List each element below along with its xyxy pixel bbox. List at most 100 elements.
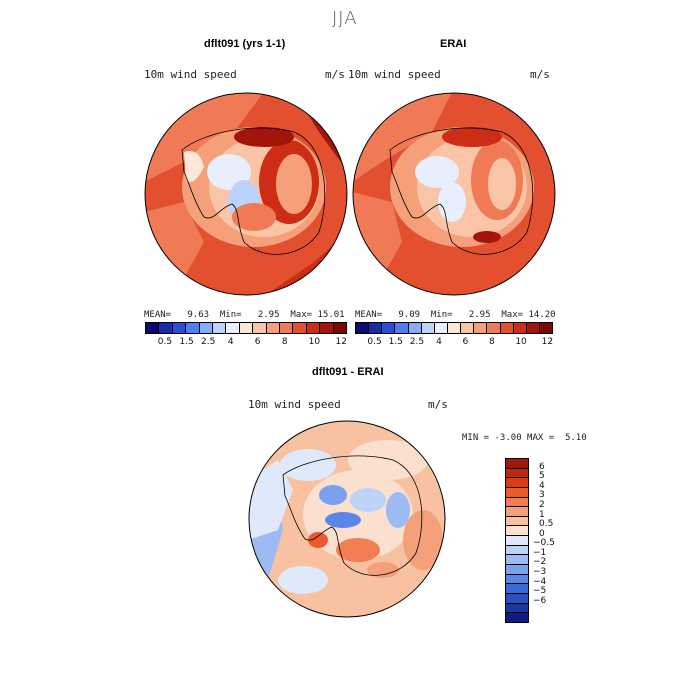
colorbar-tick-label: −2 — [533, 557, 547, 568]
colorbar-tick-label: 8 — [281, 337, 288, 347]
diff-min-label: MIN = — [462, 433, 490, 443]
right-stats: MEAN= 9.09 Min= 2.95 Max= 14.20 — [355, 310, 556, 320]
colorbar-tick-label: 4 — [227, 337, 234, 347]
colorbar-swatch — [506, 536, 528, 546]
colorbar-swatch — [382, 323, 396, 333]
colorbar-tick-label: 2.5 — [409, 337, 425, 347]
colorbar-tick-label: 1.5 — [179, 337, 194, 347]
left-mean-label: MEAN= — [144, 310, 172, 320]
right-mean-value: 9.09 — [398, 310, 421, 320]
left-var-label: 10m wind speed — [144, 68, 237, 81]
colorbar-swatch — [447, 323, 462, 333]
left-min-label: Min= — [219, 310, 242, 320]
colorbar-swatch — [280, 323, 294, 333]
colorbar-swatch — [434, 323, 448, 333]
colorbar-swatch — [506, 593, 528, 604]
colorbar-tick-label: 0.5 — [367, 337, 382, 347]
colorbar-swatch — [500, 323, 514, 333]
colorbar-swatch — [239, 323, 254, 333]
colorbar-tick-label: 3 — [539, 490, 545, 501]
colorbar-tick-label: −1 — [533, 547, 547, 558]
colorbar-tick-label: 5 — [539, 471, 545, 482]
colorbar-swatch — [306, 323, 321, 333]
colorbar-swatch — [159, 323, 173, 333]
right-mean-label: MEAN= — [355, 310, 383, 320]
colorbar-tick-label: 10 — [308, 337, 321, 347]
left-colorbar-ticks: 0.5 1.5 2.5 4 6 8 10 12 — [145, 337, 347, 349]
colorbar-swatch — [253, 323, 267, 333]
diff-polar-map — [248, 420, 446, 618]
right-colorbar-ticks: 0.5 1.5 2.5 4 6 8 10 12 — [355, 337, 553, 349]
diff-colorbar — [505, 458, 529, 623]
left-units-label: m/s — [325, 68, 345, 81]
diff-colorbar-ticks: 6 5 4 3 2 1 0.5 0 −0.5 −1 −2 −3 −4 −5 −6 — [533, 458, 577, 623]
colorbar-tick-label: 10 — [515, 337, 527, 347]
right-units-label: m/s — [530, 68, 550, 81]
colorbar-swatch — [506, 487, 528, 498]
colorbar-tick-label: 4 — [436, 337, 442, 347]
colorbar-tick-label: 2.5 — [201, 337, 216, 347]
colorbar-tick-label: 6 — [462, 337, 469, 347]
left-min-value: 2.95 — [257, 310, 280, 320]
diff-max-value: 5.10 — [564, 433, 587, 443]
right-colorbar — [355, 322, 553, 334]
colorbar-tick-label: 0.5 — [539, 519, 554, 530]
left-stats: MEAN= 9.63 Min= 2.95 Max= 15.01 — [144, 310, 345, 320]
colorbar-tick-label: −5 — [533, 586, 547, 597]
colorbar-tick-label: 2 — [539, 499, 545, 510]
colorbar-swatch — [506, 526, 528, 537]
right-var-label: 10m wind speed — [348, 68, 441, 81]
colorbar-swatch — [539, 323, 553, 333]
colorbar-swatch — [506, 478, 528, 488]
colorbar-swatch — [293, 323, 307, 333]
colorbar-swatch — [408, 323, 422, 333]
colorbar-swatch — [506, 459, 528, 469]
colorbar-swatch — [487, 323, 501, 333]
colorbar-swatch — [506, 584, 528, 594]
colorbar-tick-label: 0.5 — [157, 337, 173, 347]
diff-min-value: -3.00 — [494, 433, 522, 443]
colorbar-tick-label: 6 — [254, 337, 261, 347]
diff-minmax: MIN = -3.00 MAX = 5.10 — [462, 433, 587, 443]
colorbar-swatch — [356, 323, 370, 333]
colorbar-swatch — [506, 603, 528, 614]
left-colorbar — [145, 322, 347, 334]
colorbar-tick-label: 6 — [539, 461, 545, 472]
colorbar-tick-label: −0.5 — [533, 538, 555, 549]
colorbar-swatch — [506, 507, 528, 517]
colorbar-swatch — [513, 323, 527, 333]
right-polar-map — [352, 92, 556, 296]
colorbar-swatch — [421, 323, 435, 333]
left-polar-map — [144, 92, 348, 296]
colorbar-swatch — [226, 323, 240, 333]
diff-panel-title: dflt091 - ERAI — [312, 366, 384, 378]
colorbar-tick-label: 0 — [539, 528, 545, 539]
colorbar-tick-label: −4 — [533, 576, 547, 587]
colorbar-swatch — [186, 323, 200, 333]
colorbar-tick-label: −3 — [533, 567, 547, 578]
colorbar-swatch — [506, 565, 528, 575]
colorbar-swatch — [474, 323, 488, 333]
season-title: JJA — [332, 8, 358, 29]
diff-max-label: MAX = — [527, 433, 555, 443]
colorbar-swatch — [461, 323, 475, 333]
colorbar-swatch — [172, 323, 187, 333]
colorbar-swatch — [506, 555, 528, 566]
colorbar-swatch — [146, 323, 160, 333]
colorbar-swatch — [266, 323, 281, 333]
colorbar-swatch — [199, 323, 214, 333]
colorbar-swatch — [506, 574, 528, 585]
left-mean-value: 9.63 — [187, 310, 210, 320]
colorbar-swatch — [395, 323, 409, 333]
right-max-value: 14.20 — [528, 310, 556, 320]
colorbar-tick-label: 12 — [335, 337, 347, 347]
colorbar-swatch — [506, 545, 528, 556]
colorbar-swatch — [526, 323, 540, 333]
colorbar-tick-label: 8 — [488, 337, 495, 347]
right-min-label: Min= — [430, 310, 453, 320]
colorbar-swatch — [506, 516, 528, 527]
colorbar-swatch — [213, 323, 227, 333]
colorbar-swatch — [506, 613, 528, 622]
colorbar-tick-label: 12 — [541, 337, 554, 347]
left-max-value: 15.01 — [317, 310, 345, 320]
